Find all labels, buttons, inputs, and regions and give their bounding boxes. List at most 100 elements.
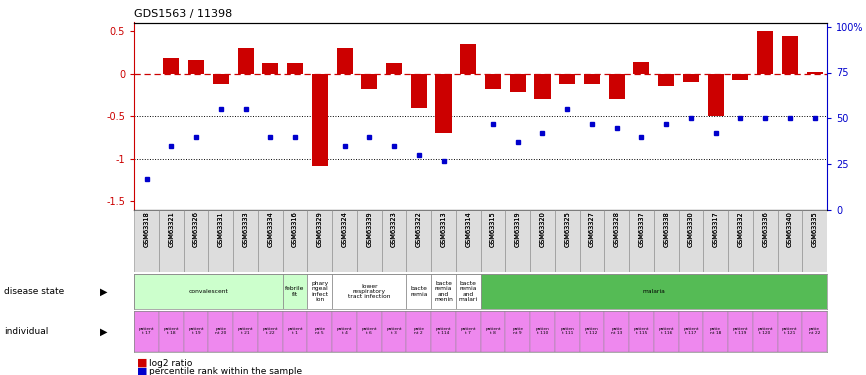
Text: patie
nt 2: patie nt 2: [413, 327, 424, 335]
Bar: [679, 310, 703, 352]
Text: patient
t 17: patient t 17: [139, 327, 154, 335]
Bar: [406, 310, 431, 352]
Bar: [262, 63, 278, 74]
Bar: [728, 210, 753, 272]
Text: log2 ratio: log2 ratio: [149, 358, 192, 368]
Bar: [382, 310, 406, 352]
Bar: [708, 74, 724, 116]
Bar: [802, 310, 827, 352]
Bar: [134, 310, 159, 352]
Text: patien
t 110: patien t 110: [535, 327, 549, 335]
Bar: [555, 310, 579, 352]
Bar: [510, 74, 526, 92]
Text: GSM63331: GSM63331: [218, 211, 223, 247]
Text: patient
t 21: patient t 21: [238, 327, 254, 335]
Bar: [460, 44, 476, 74]
Bar: [633, 62, 650, 74]
Bar: [307, 210, 333, 272]
Bar: [333, 310, 357, 352]
Text: GSM63330: GSM63330: [688, 211, 694, 247]
Text: percentile rank within the sample: percentile rank within the sample: [149, 367, 302, 375]
Bar: [506, 210, 530, 272]
Text: patient
t 1: patient t 1: [288, 327, 303, 335]
Bar: [164, 58, 179, 74]
Bar: [410, 74, 427, 108]
Bar: [604, 210, 629, 272]
Text: GSM63320: GSM63320: [540, 211, 546, 247]
Text: GSM63340: GSM63340: [787, 211, 793, 247]
Text: patient
t 119: patient t 119: [733, 327, 748, 335]
Text: GSM63324: GSM63324: [341, 211, 347, 247]
Text: patient
t 121: patient t 121: [782, 327, 798, 335]
Text: GSM63340: GSM63340: [787, 211, 793, 247]
Text: GSM63323: GSM63323: [391, 211, 397, 247]
Text: GSM63315: GSM63315: [490, 211, 496, 247]
Text: bacte
remia
and
menin: bacte remia and menin: [434, 281, 453, 302]
Text: GSM63327: GSM63327: [589, 211, 595, 247]
Bar: [683, 74, 699, 82]
Bar: [213, 74, 229, 84]
Text: patient
t 18: patient t 18: [164, 327, 179, 335]
Bar: [629, 210, 654, 272]
Bar: [481, 274, 827, 309]
Bar: [530, 210, 555, 272]
Bar: [258, 310, 282, 352]
Text: GSM63313: GSM63313: [441, 211, 447, 247]
Text: GSM63333: GSM63333: [242, 211, 249, 247]
Text: patient
t 8: patient t 8: [485, 327, 501, 335]
Text: GSM63336: GSM63336: [762, 211, 768, 247]
Bar: [382, 210, 406, 272]
Text: GSM63320: GSM63320: [540, 211, 546, 247]
Text: ▶: ▶: [100, 287, 107, 297]
Bar: [282, 274, 307, 309]
Bar: [559, 74, 575, 84]
Bar: [282, 210, 307, 272]
Text: GSM63325: GSM63325: [565, 211, 570, 247]
Text: GSM63339: GSM63339: [366, 211, 372, 247]
Bar: [282, 310, 307, 352]
Bar: [778, 310, 802, 352]
Text: GSM63316: GSM63316: [292, 211, 298, 247]
Text: disease state: disease state: [4, 287, 65, 296]
Bar: [728, 310, 753, 352]
Text: GSM63318: GSM63318: [144, 211, 150, 247]
Text: patient
t 6: patient t 6: [361, 327, 377, 335]
Text: malaria: malaria: [643, 289, 665, 294]
Bar: [287, 63, 303, 74]
Text: GSM63329: GSM63329: [317, 211, 323, 247]
Text: GSM63332: GSM63332: [738, 211, 743, 247]
Text: GSM63338: GSM63338: [663, 211, 669, 247]
Bar: [757, 31, 773, 74]
Bar: [237, 48, 254, 74]
Bar: [658, 74, 675, 86]
Text: GSM63331: GSM63331: [218, 211, 223, 247]
Text: GSM63315: GSM63315: [490, 211, 496, 247]
Text: GSM63321: GSM63321: [168, 211, 174, 247]
Bar: [361, 74, 378, 89]
Bar: [506, 310, 530, 352]
Text: GSM63318: GSM63318: [144, 211, 150, 247]
Bar: [159, 310, 184, 352]
Text: GSM63316: GSM63316: [292, 211, 298, 247]
Bar: [357, 210, 382, 272]
Text: GSM63332: GSM63332: [738, 211, 743, 247]
Bar: [456, 210, 481, 272]
Text: ▶: ▶: [100, 327, 107, 337]
Text: GSM63314: GSM63314: [465, 211, 471, 247]
Text: patient
t 117: patient t 117: [683, 327, 699, 335]
Text: patient
t 115: patient t 115: [634, 327, 650, 335]
Bar: [806, 72, 823, 74]
Bar: [778, 210, 802, 272]
Bar: [782, 36, 798, 74]
Bar: [456, 310, 481, 352]
Bar: [654, 310, 679, 352]
Bar: [307, 310, 333, 352]
Text: individual: individual: [4, 327, 48, 336]
Bar: [333, 274, 406, 309]
Bar: [333, 210, 357, 272]
Bar: [233, 210, 258, 272]
Text: GSM63339: GSM63339: [366, 211, 372, 247]
Text: GSM63326: GSM63326: [193, 211, 199, 247]
Bar: [184, 210, 209, 272]
Bar: [134, 210, 159, 272]
